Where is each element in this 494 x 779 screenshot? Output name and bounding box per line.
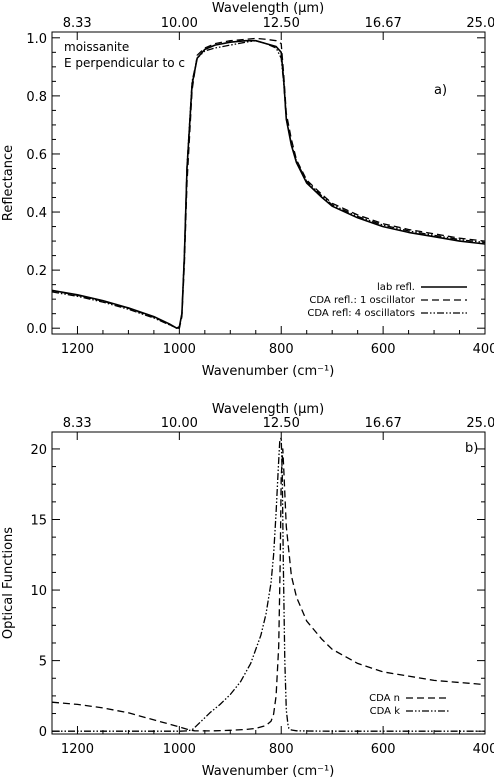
panel-a-tick-labels: 1200 1000 800 600 400 8.33 10.00 12.50 16.67 25.0… [26, 16, 494, 357]
panel-b-legend-label-2: CDA k [370, 706, 401, 717]
panel-b-plot-frame [51, 431, 486, 735]
panel-a-top-axis-label-text: Wavelength (μm) [212, 1, 324, 16]
panel-a-y-axis-label: Reflectance [1, 145, 16, 221]
panel-b-top-tick-label-1: 8.33 [63, 416, 92, 431]
panel-a-plot-frame [51, 31, 486, 335]
panel-a-top-tick-label-3: 12.50 [263, 16, 300, 31]
panel-b-ticks [51, 432, 486, 734]
panel-a-top-axis-label: Wavelength (μm) [212, 1, 324, 16]
panel-a-top-tick-label-4: 16.67 [365, 16, 402, 31]
panel-b-x-tick-label-3: 800 [269, 742, 294, 757]
panel-b-x-tick-label-1: 1200 [61, 742, 94, 757]
panel-b-panel-label: b) [465, 441, 478, 456]
panel-a-top-tick-label-5: 25.00 [466, 16, 494, 31]
panel-b-top-tick-label-5: 25.00 [466, 416, 494, 431]
panel-b-x-tick-label-2: 1000 [163, 742, 196, 757]
panel-a-legend-label-2: CDA refl.: 1 oscillator [309, 295, 415, 306]
panel-b-x-tick-label-5: 400 [473, 742, 494, 757]
panel-a-y-tick-label-2: 0.2 [26, 264, 47, 279]
panel-a-y-tick-label-4: 0.6 [26, 148, 47, 163]
panel-b-y-tick-label-2: 5 [39, 655, 47, 670]
panel-a-y-tick-label-5: 0.8 [26, 90, 47, 105]
panel-b-y-tick-label-3: 10 [30, 584, 47, 599]
panel-b: 1200 1000 800 600 400 8.33 10.00 12.50 16.67 25.0… [1, 402, 494, 779]
panel-a-lines [51, 37, 486, 330]
panel-b-y-tick-label-4: 15 [30, 513, 47, 528]
panel-b-lines [51, 436, 486, 732]
panel-a-x-tick-label-2: 1000 [163, 342, 196, 357]
panel-b-x-tick-label-4: 600 [371, 742, 396, 757]
panel-a-top-tick-label-1: 8.33 [63, 16, 92, 31]
panel-a-series-1-line [51, 39, 486, 330]
panel-b-top-tick-label-4: 16.67 [365, 416, 402, 431]
panel-a-y-tick-label-1: 0.0 [26, 322, 47, 337]
panel-a-ticks [51, 32, 486, 334]
panel-b-x-axis-label: Wavenumber (cm⁻¹) [202, 764, 335, 779]
panel-a-top-tick-label-2: 10.00 [161, 16, 198, 31]
panel-b-top-tick-label-3: 12.50 [263, 416, 300, 431]
panel-b-top-axis-label-text: Wavelength (μm) [212, 402, 324, 417]
panel-a-x-tick-label-5: 400 [473, 342, 494, 357]
panel-b-top-tick-label-2: 10.00 [161, 416, 198, 431]
panel-a-annotation-line-1: moissanite [64, 40, 129, 54]
panel-a-x-tick-label-3: 800 [269, 342, 294, 357]
panel-a-x-tick-label-4: 600 [371, 342, 396, 357]
panel-b-y-tick-label-1: 0 [39, 725, 47, 740]
panel-a-x-tick-label-1: 1200 [61, 342, 94, 357]
panel-b-y-tick-label-5: 20 [30, 443, 47, 458]
panel-a-legend-label-3: CDA refl: 4 oscillators [307, 308, 415, 319]
panel-a-y-tick-label-3: 0.4 [26, 206, 47, 221]
panel-a-legend: lab refl. CDA refl.: 1 oscillator CDA re… [307, 282, 467, 319]
panel-b-top-axis-label: Wavelength (μm) [212, 402, 324, 417]
panel-b-series-2-line [52, 436, 485, 732]
panel-a-y-tick-label-6: 1.0 [26, 32, 47, 47]
panel-b-series-1-line [51, 448, 486, 732]
panel-b-legend: CDA n CDA k [369, 693, 450, 717]
panel-b-tick-labels: 1200 1000 800 600 400 8.33 10.00 12.50 16.67 25.0… [30, 416, 494, 757]
panel-a-series-2-line [51, 37, 486, 329]
panel-a-series-3-line [51, 40, 486, 329]
panel-b-y-axis-label: Optical Functions [1, 527, 16, 639]
panel-a-x-axis-label: Wavenumber (cm⁻¹) [202, 364, 335, 379]
panel-a: 1200 1000 800 600 400 8.33 10.00 12.50 16.67 25.0… [1, 1, 494, 379]
panel-a-panel-label: a) [434, 83, 447, 98]
panel-a-annotation-line-2: E perpendicular to c [64, 56, 185, 70]
panel-b-legend-label-1: CDA n [369, 693, 400, 704]
panel-a-legend-label-1: lab refl. [377, 282, 415, 293]
